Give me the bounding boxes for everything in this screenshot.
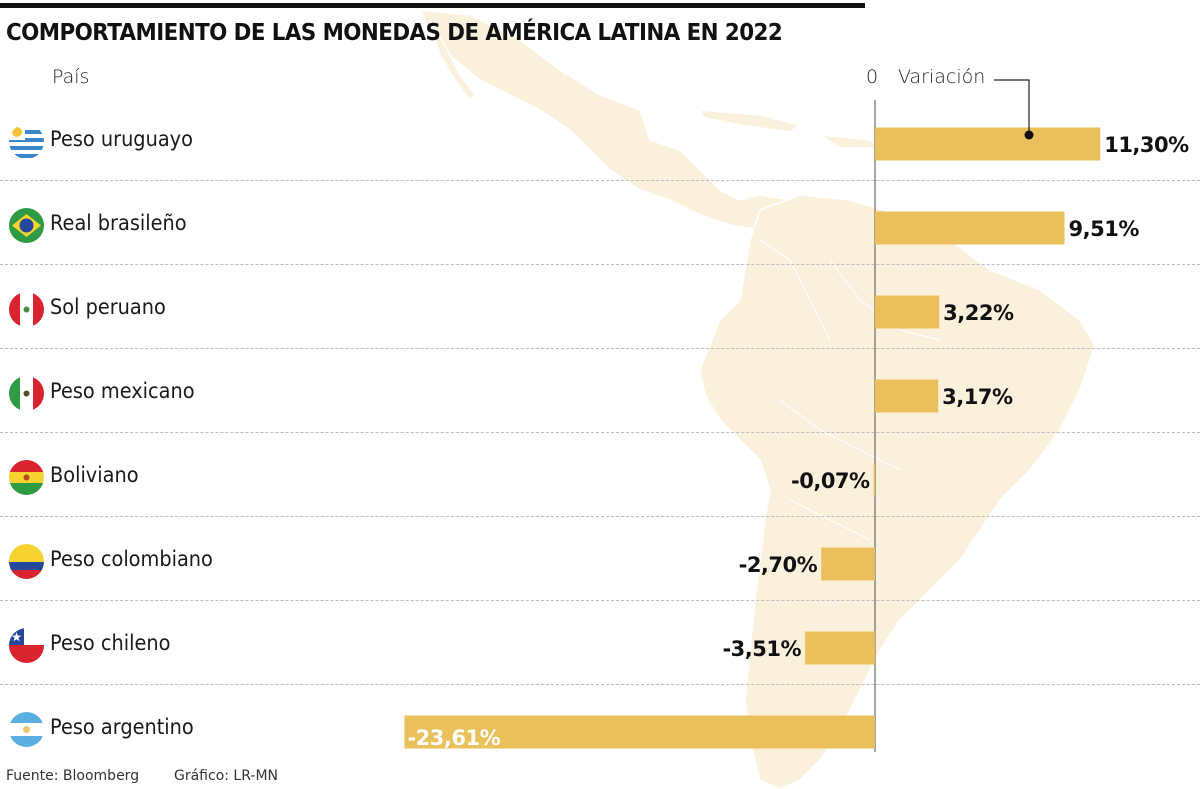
source-note: Fuente: Bloomberg <box>6 768 140 784</box>
bar <box>875 379 939 413</box>
bar-value-label: -23,61% <box>407 726 500 750</box>
row-label: Peso argentino <box>50 715 194 739</box>
row-separator <box>0 600 1200 601</box>
zero-axis-label: 0 <box>866 66 879 88</box>
row-separator <box>0 180 1200 181</box>
colombia-flag-icon <box>9 544 44 579</box>
row-separator <box>0 264 1200 265</box>
peru-flag-icon <box>9 292 44 327</box>
chart-title: COMPORTAMIENTO DE LAS MONEDAS DE AMÉRICA… <box>6 20 783 46</box>
bolivia-flag-icon <box>9 460 44 495</box>
mexico-flag-icon <box>9 376 44 411</box>
annotation-dot <box>1024 130 1034 140</box>
bar-value-label: -2,70% <box>739 553 818 577</box>
bar <box>875 295 940 329</box>
row-label: Real brasileño <box>50 211 187 235</box>
bar-value-label: -3,51% <box>722 637 801 661</box>
row-label: Peso chileno <box>50 631 171 655</box>
bar <box>805 631 875 665</box>
bar-value-label: 11,30% <box>1104 133 1189 157</box>
variation-column-header: Variación <box>898 66 986 88</box>
row-label: Peso uruguayo <box>50 127 193 151</box>
row-label: Sol peruano <box>50 295 166 319</box>
bar-value-label: 9,51% <box>1069 217 1140 241</box>
bar-value-label: -0,07% <box>791 469 870 493</box>
row-separator <box>0 684 1200 685</box>
annotation-leader-line <box>994 79 1030 135</box>
bar-value-label: 3,22% <box>943 301 1014 325</box>
bar-value-label: 3,17% <box>942 385 1013 409</box>
argentina-flag-icon <box>9 712 44 747</box>
credit-note: Gráfico: LR-MN <box>174 768 278 784</box>
bar <box>821 547 875 581</box>
row-label: Boliviano <box>50 463 139 487</box>
country-column-header: País <box>52 66 90 88</box>
row-separator <box>0 348 1200 349</box>
row-separator <box>0 516 1200 517</box>
bar <box>404 715 875 749</box>
bar <box>875 127 1101 161</box>
bar <box>873 463 875 497</box>
row-label: Peso mexicano <box>50 379 195 403</box>
title-rule <box>0 3 865 8</box>
row-label: Peso colombiano <box>50 547 213 571</box>
row-separator <box>0 432 1200 433</box>
bar <box>875 211 1065 245</box>
brazil-flag-icon <box>9 208 44 243</box>
